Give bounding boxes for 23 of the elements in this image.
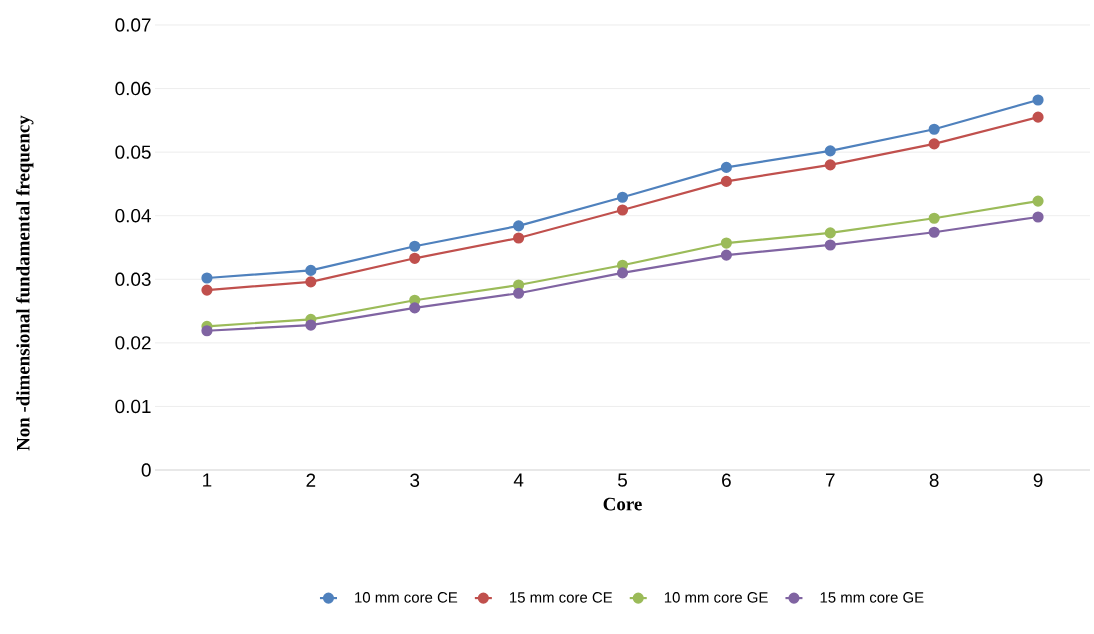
y-tick-label: 0.06 — [115, 81, 151, 96]
x-tick-label: 5 — [617, 473, 627, 487]
y-tick-label: 0.04 — [115, 209, 151, 223]
x-tick-label: 7 — [825, 473, 835, 487]
y-tick-label: 0 — [141, 463, 151, 477]
x-tick-label: 8 — [929, 473, 939, 487]
y-tick-label: 0.05 — [115, 145, 151, 159]
x-tick-label: 9 — [1033, 473, 1043, 487]
legend-label: 15 mm core CE — [510, 592, 613, 603]
legend-label: 15 mm core GE — [820, 592, 924, 603]
y-tick-label: 0.01 — [115, 399, 151, 414]
y-axis-title: Non -dimensional fundamental frequency — [16, 115, 34, 451]
x-tick-label: 6 — [722, 473, 731, 487]
x-tick-label: 1 — [203, 473, 212, 487]
x-tick-label: 4 — [513, 473, 524, 487]
x-tick-label: 2 — [306, 473, 316, 487]
legend-label: 10 mm core CE — [355, 592, 458, 603]
x-axis-title: Core — [603, 497, 642, 511]
x-tick-label: 3 — [410, 473, 420, 487]
y-tick-label: 0.02 — [115, 336, 151, 350]
legend-label: 10 mm core GE — [664, 592, 768, 603]
y-tick-label: 0.07 — [115, 18, 151, 32]
y-tick-label: 0.03 — [115, 272, 151, 286]
